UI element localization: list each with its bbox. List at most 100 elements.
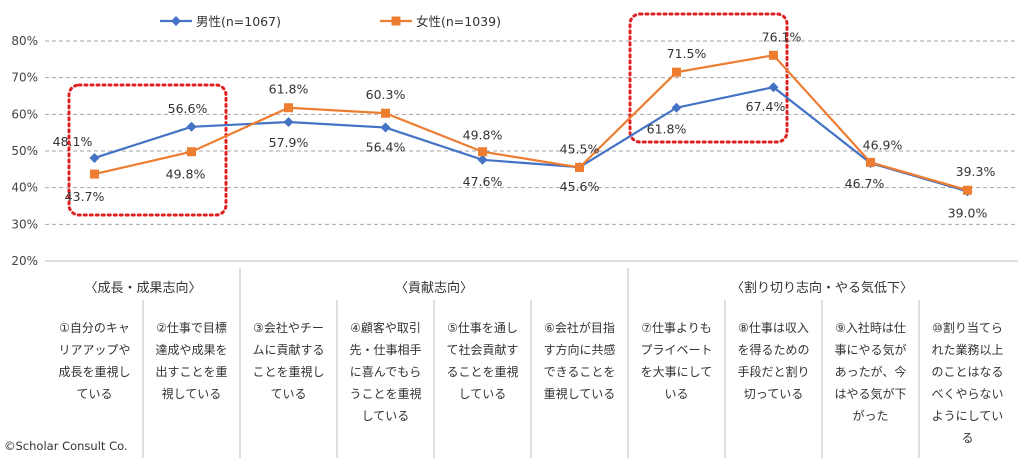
y-tick-label: 60%	[11, 107, 38, 121]
category-label-line: ⑤仕事を通し	[447, 321, 518, 335]
category-label-line: 事にやる気が	[834, 342, 906, 357]
legend-label-male: 男性(n=1067)	[196, 14, 281, 29]
highlight-box	[628, 12, 789, 144]
data-point-female	[866, 157, 875, 167]
category-label-line: 手段だと割り	[737, 364, 809, 379]
category-label-line: している	[362, 409, 410, 423]
data-label-male: 57.9%	[269, 135, 309, 150]
category-label-line: ⑩割り当てら	[932, 320, 1003, 335]
series-line-male	[94, 86, 968, 193]
y-tick-label: 50%	[11, 144, 38, 158]
data-label-female: 61.8%	[269, 82, 309, 97]
group-label: 〈割り切り志向・やる気低下〉	[731, 280, 913, 296]
category-label-line: て社会貢献す	[446, 342, 518, 357]
category-label-line: 出すことを重	[155, 365, 227, 379]
y-tick-label: 20%	[11, 254, 38, 268]
data-label-male: 56.4%	[366, 140, 406, 155]
category-label-line: うことを重視	[349, 386, 421, 401]
category-label-line: している	[459, 387, 507, 401]
data-label-male: 39.0%	[948, 205, 988, 220]
data-label-female: 46.9%	[863, 137, 903, 152]
y-tick-label: 70%	[11, 71, 38, 85]
category-label-line: ②仕事で目標	[156, 321, 227, 335]
data-point-female	[963, 185, 972, 195]
category-label-line: リアアップや	[58, 343, 130, 357]
category-label-line: 視している	[162, 386, 222, 401]
data-label-female: 49.8%	[463, 128, 503, 143]
category-label-line: べくやらない	[931, 387, 1003, 401]
data-label-male: 46.7%	[845, 176, 885, 191]
series-line-female	[94, 54, 968, 192]
data-point-male	[477, 154, 488, 165]
category-label-line: ることを重視	[446, 364, 518, 379]
data-point-female	[284, 103, 293, 113]
highlight-box	[67, 83, 228, 217]
category-label-line: 先・仕事相手	[349, 343, 421, 357]
group-label: 〈貢献志向〉	[395, 280, 473, 296]
data-point-female	[672, 67, 681, 77]
legend-marker-male	[171, 16, 181, 26]
y-tick-label: 80%	[11, 34, 38, 48]
data-label-female: 49.8%	[166, 167, 206, 182]
data-point-male	[283, 117, 294, 128]
category-label-line: 達成や成果を	[155, 343, 227, 357]
category-label-line: ている	[270, 387, 306, 401]
category-label-line: ⑦仕事よりも	[641, 321, 712, 335]
data-label-male: 48.1%	[53, 134, 93, 149]
data-point-male	[671, 102, 682, 113]
data-point-male	[89, 152, 100, 163]
category-label-line: ことを重視し	[252, 364, 324, 379]
category-label-line: はやる気が下	[834, 386, 906, 401]
category-label-line: 成長を重視し	[58, 364, 130, 379]
category-label-line: ている	[76, 387, 112, 401]
category-label-line: できることを	[544, 365, 616, 379]
category-label-line: がった	[852, 408, 888, 423]
y-tick-label: 40%	[11, 181, 38, 195]
category-label-line: ようにしてい	[932, 409, 1004, 423]
category-label-line: ⑨入社時は仕	[835, 320, 906, 335]
group-label: 〈成長・成果志向〉	[84, 280, 201, 296]
data-point-female	[187, 147, 196, 157]
category-label-line: あったが、今	[835, 364, 907, 379]
category-label-line: ⑧仕事は収入	[738, 321, 809, 335]
category-label-line: ⑥会社が目指	[544, 320, 615, 335]
data-point-female	[769, 50, 778, 60]
data-label-male: 47.6%	[463, 174, 503, 189]
data-label-female: 45.5%	[560, 142, 600, 157]
data-label-female: 76.1%	[762, 29, 802, 44]
category-label-line: 重視している	[544, 386, 616, 401]
data-point-male	[186, 121, 197, 132]
category-label-line: れた業務以上	[931, 343, 1003, 357]
data-label-female: 43.7%	[65, 189, 105, 204]
data-point-female	[478, 147, 487, 157]
copyright-credit: ©Scholar Consult Co.	[4, 439, 128, 453]
data-point-male	[380, 122, 391, 133]
data-label-female: 60.3%	[366, 87, 406, 102]
category-label-line: ムに貢献する	[252, 342, 324, 357]
y-tick-label: 30%	[11, 217, 38, 231]
category-label-line: る	[961, 431, 973, 445]
data-label-male: 67.4%	[746, 99, 786, 114]
data-label-male: 61.8%	[647, 122, 687, 137]
category-label-line: ④顧客や取引	[350, 320, 421, 335]
category-label-line: す方向に共感	[543, 342, 615, 357]
category-label-line: に喜んでもら	[350, 365, 421, 379]
category-label-line: を大事にして	[641, 365, 713, 379]
data-label-male: 56.6%	[168, 101, 208, 116]
data-point-female	[575, 163, 584, 172]
legend-marker-female	[391, 16, 401, 26]
data-point-female	[90, 169, 99, 179]
data-point-female	[381, 108, 390, 118]
category-label-line: いる	[664, 387, 688, 401]
category-label-line: を得るための	[737, 342, 809, 357]
category-label-line: ①自分のキャ	[59, 321, 130, 335]
legend-label-female: 女性(n=1039)	[416, 14, 501, 29]
category-label-line: プライベート	[640, 343, 712, 357]
category-label-line: 切っている	[744, 387, 803, 401]
category-label-line: のことはなる	[931, 365, 1003, 379]
data-label-female: 71.5%	[667, 46, 707, 61]
category-label-line: ③会社やチー	[253, 320, 324, 335]
data-label-male: 45.6%	[560, 179, 600, 194]
data-label-female: 39.3%	[956, 164, 996, 179]
